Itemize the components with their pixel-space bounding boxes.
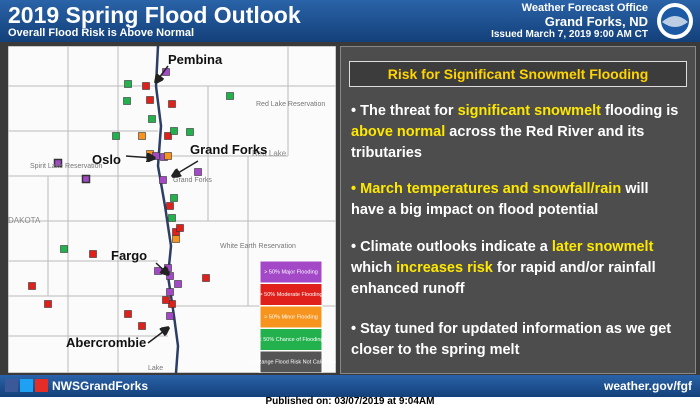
site-marker [123,97,131,105]
legend-label: > 50% Minor Flooding [264,314,318,320]
place-label: Red Lake Reservation [256,101,325,108]
bullet: • Climate outlooks indicate a later snow… [351,237,681,300]
site-marker [146,96,154,104]
highlight-text: later snowmelt [551,239,654,255]
site-marker [89,250,97,258]
bullet: • The threat for significant snowmelt fl… [351,101,681,164]
site-marker [174,280,182,288]
footer: NWSGrandForks weather.gov/fgf [0,375,700,397]
site-marker [186,128,194,136]
legend-label: Long-Range Flood Risk Not Calculated [243,359,336,365]
site-marker [53,158,63,168]
issued: Issued March 7, 2019 9:00 AM CT [491,29,648,40]
city-label: Oslo [92,152,121,167]
map: Red Lake Reservation Spirit Lake Reserva… [8,46,336,373]
bullet-text: across the Red River and its tributaries [351,124,645,161]
city-label: Abercrombie [66,335,146,350]
site-marker [168,100,176,108]
place-label: DAKOTA [8,216,41,225]
place-label: Grand Forks [173,177,212,184]
legend-label: > 50% Moderate Flooding [259,292,322,298]
panel-title: Risk for Significant Snowmelt Flooding [349,61,687,87]
site-marker [124,80,132,88]
social-icons [5,379,48,392]
published: Published on: 03/07/2019 at 9:04AM [265,396,435,407]
site-marker [148,115,156,123]
subtitle: Overall Flood Risk is Above Normal [8,27,195,39]
site-marker [162,296,170,304]
site-marker [124,310,132,318]
site-marker [168,300,176,308]
site-marker [164,152,172,160]
site-marker [202,274,210,282]
site-marker [81,174,91,184]
site-marker [159,176,167,184]
bullet-dot: • [351,103,361,119]
highlight-text: significant snowmelt [457,103,602,119]
bullet-dot: • [351,321,361,337]
site-marker [168,214,176,222]
legend-label: < 50% Chance of Flooding [259,337,324,343]
place-label: Spirit Lake Reservation [30,163,102,170]
highlight-text: March temperatures and snowfall/rain [360,181,622,197]
legend-box [259,350,323,373]
info-panel: Risk for Significant Snowmelt Flooding •… [340,46,696,374]
site-marker [44,300,52,308]
highlight-text: increases risk [396,260,493,276]
bullet-text: The threat for [360,103,458,119]
website: weather.gov/fgf [603,379,692,393]
bullet-text: which [351,260,397,276]
place-label: Red Lake [252,149,287,158]
nws-logo [657,3,693,39]
location: Grand Forks, ND [544,14,648,29]
social-handle: NWSGrandForks [52,379,149,393]
site-marker [226,92,234,100]
city-label: Pembina [168,52,223,67]
site-marker [166,288,174,296]
bullet-text: for rapid and/or rainfall enhanced runof… [351,260,656,297]
site-marker [170,127,178,135]
highlight-text: above normal [351,124,446,140]
bullet-text: flooding is [601,103,679,119]
bullet: • March temperatures and snowfall/rain w… [351,179,681,221]
site-marker [166,202,174,210]
city-label: Fargo [111,248,147,263]
legend-label: > 50% Major Flooding [264,269,318,275]
bullet-dot: • [351,181,361,197]
site-marker [138,132,146,140]
site-marker [142,82,150,90]
site-marker [164,132,172,140]
bullet-text: will have a big impact on flood potentia… [351,181,649,218]
site-marker [164,264,172,272]
bullet-text: Stay tuned for updated information as we… [351,321,672,358]
place-label: White Earth Reservation [220,243,296,250]
title: 2019 Spring Flood Outlook [8,2,301,28]
site-marker [172,235,180,243]
place-label: Lake [148,365,163,372]
bullet: • Stay tuned for updated information as … [351,319,681,361]
site-marker [138,322,146,330]
site-marker [170,194,178,202]
site-marker [112,132,120,140]
site-marker [60,245,68,253]
site-marker [154,267,162,275]
bullet-dot: • [351,239,361,255]
office: Weather Forecast Office [521,2,648,14]
bullet-text: Climate outlooks indicate a [360,239,552,255]
site-marker [28,282,36,290]
site-marker [166,312,174,320]
header: 2019 Spring Flood Outlook Overall Flood … [0,0,700,42]
city-label: Grand Forks [190,142,267,157]
site-marker [176,224,184,232]
site-marker [194,168,202,176]
